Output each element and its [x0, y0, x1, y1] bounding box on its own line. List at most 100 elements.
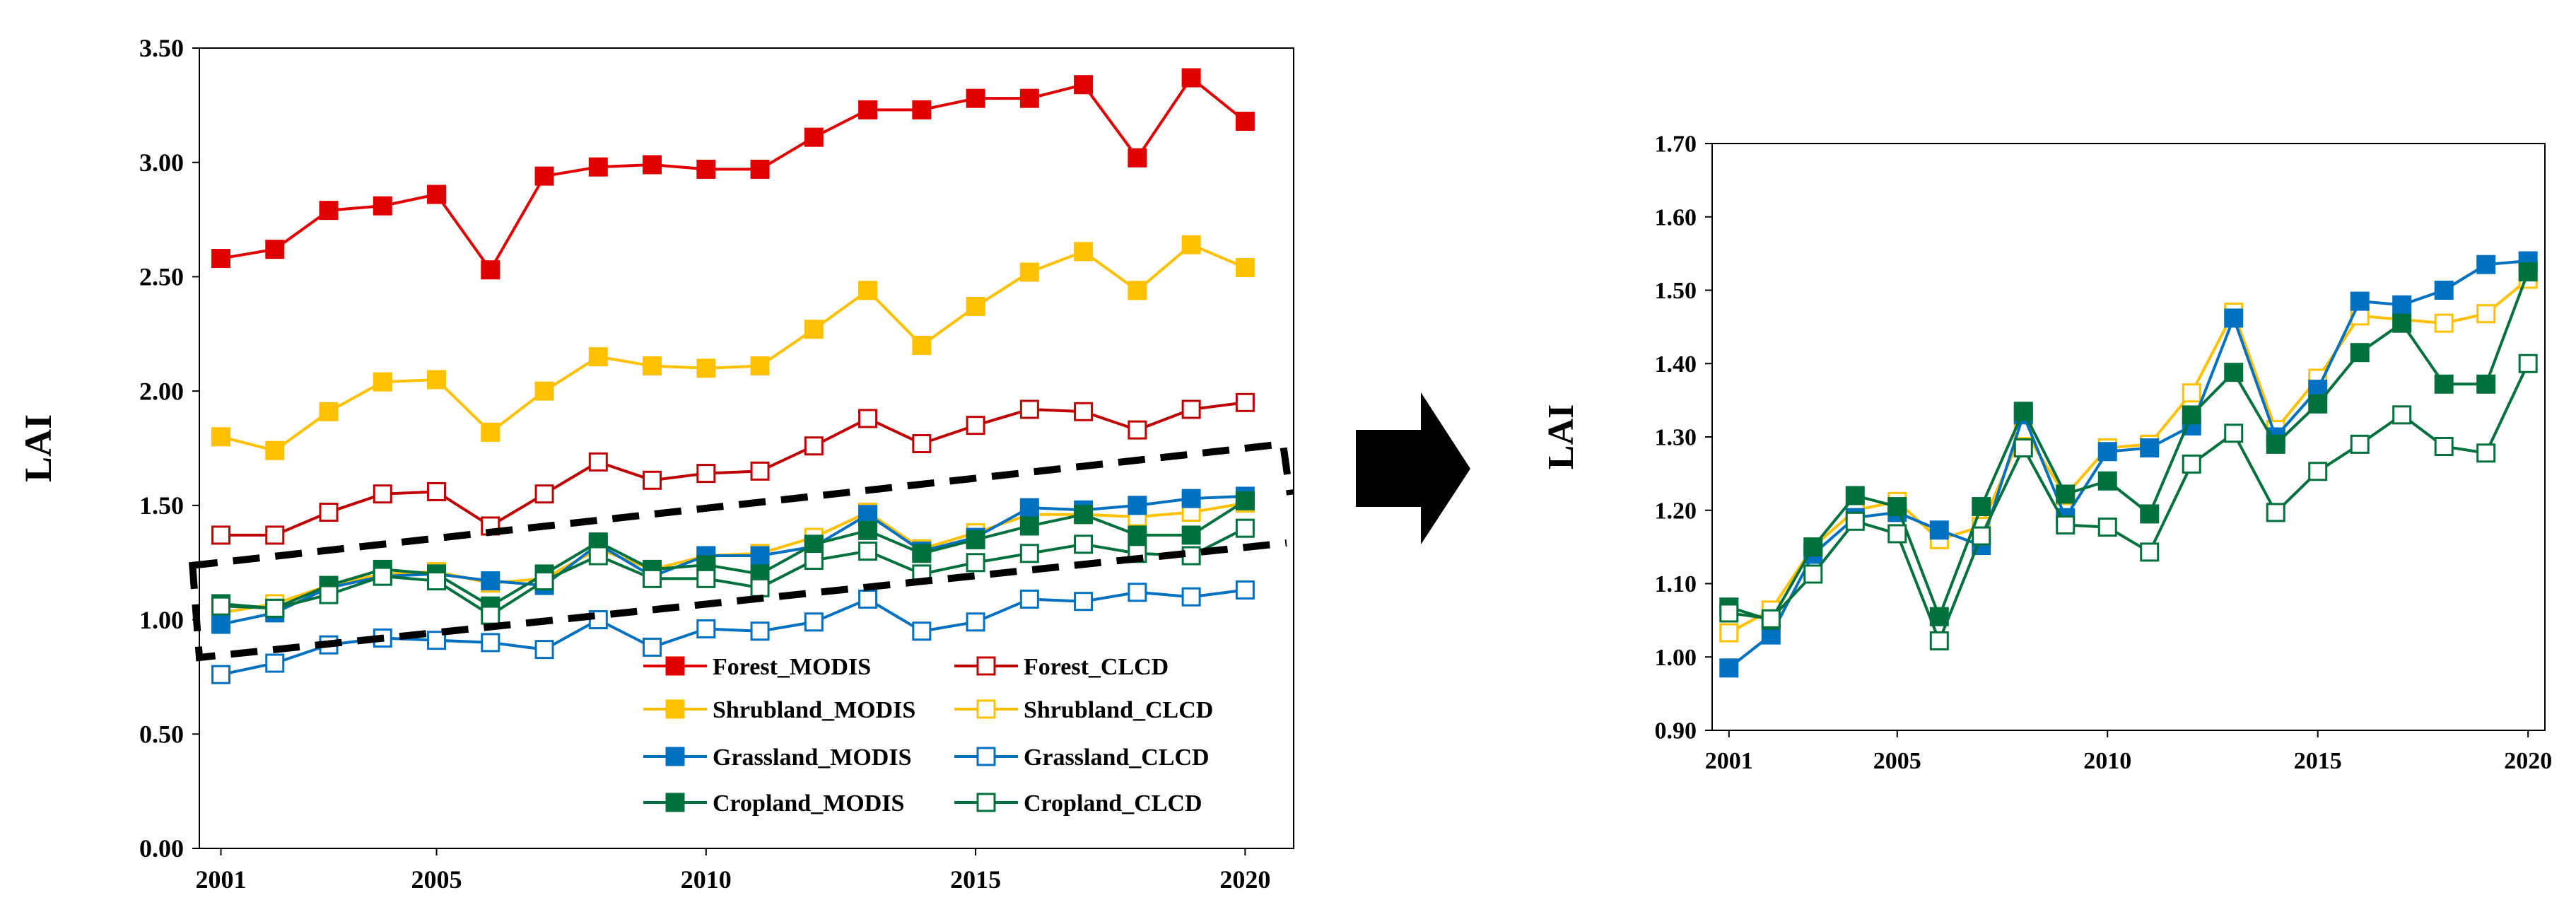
c1-cropland-modis-point — [1845, 486, 1865, 505]
c0-cropland-clcd-point — [588, 546, 608, 566]
c0-shrubland-modis-point — [966, 296, 985, 316]
c0-legend-shrubland-modis-marker — [665, 699, 685, 719]
c1-grassland-modis-point — [2392, 295, 2412, 315]
c0-forest-modis-point — [265, 240, 285, 259]
c0-shrubland-modis-point — [265, 440, 285, 460]
c0-x-tick-label: 2005 — [411, 865, 462, 894]
c1-y-tick-label: 1.00 — [1655, 645, 1697, 671]
c0-cropland-clcd-point — [265, 598, 285, 618]
c1-shrubland-clcd-point — [2434, 313, 2454, 333]
c0-forest-modis-point — [912, 100, 932, 119]
c1-cropland-modis-point — [2013, 402, 2033, 421]
c1-y-tick-label: 1.40 — [1655, 351, 1697, 378]
c0-grassland-clcd-point — [1235, 580, 1255, 600]
c1-grassland-modis-point — [2350, 291, 2370, 311]
c0-cropland-clcd-point — [643, 568, 662, 588]
c0-y-tick-label: 2.50 — [139, 263, 184, 291]
c0-forest-modis-point — [858, 100, 878, 119]
c0-legend-forest-modis-marker — [665, 656, 685, 676]
c0-grassland-modis-point — [750, 546, 770, 566]
c0-forest-clcd-point — [912, 434, 932, 454]
c0-forest-clcd-point — [804, 436, 824, 456]
c1-y-tick-label: 1.30 — [1655, 425, 1697, 451]
c0-forest-clcd-point — [211, 525, 231, 545]
c1-cropland-clcd-point — [1887, 524, 1907, 544]
c0-legend-grassland-modis-marker — [665, 747, 685, 766]
c0-cropland-modis-point — [1128, 525, 1147, 545]
c1-cropland-modis-point — [2350, 343, 2370, 363]
c1-y-tick-label: 1.60 — [1655, 204, 1697, 230]
c1-y-axis-label: LAI — [1541, 404, 1581, 469]
c0-grassland-clcd-point — [1128, 583, 1147, 602]
c0-y-tick-label: 0.50 — [139, 720, 184, 749]
c0-forest-clcd-point — [858, 409, 878, 428]
c0-cropland-modis-point — [858, 520, 878, 540]
c1-grassland-modis-point — [1929, 520, 1949, 540]
c0-grassland-clcd-point — [211, 665, 231, 684]
right-arrow-icon — [1356, 392, 1470, 544]
c0-cropland-clcd-point — [481, 605, 500, 625]
c1-cropland-modis-point — [2518, 262, 2538, 282]
c0-cropland-modis-point — [1074, 505, 1094, 525]
c0-forest-clcd-point — [373, 484, 392, 504]
c1-cropland-modis-point — [1887, 497, 1907, 517]
c0-forest-clcd-point — [265, 525, 285, 545]
c0-cropland-modis-point — [1181, 525, 1201, 545]
c1-cropland-modis-point — [2476, 374, 2496, 394]
c0-forest-clcd-point — [1235, 392, 1255, 412]
c0-forest-modis-point — [427, 185, 447, 204]
c0-legend-cropland-clcd-marker — [976, 793, 996, 812]
c0-cropland-clcd-point — [696, 568, 716, 588]
c0-forest-modis-point — [1019, 88, 1039, 108]
c0-grassland-clcd-point — [481, 633, 500, 653]
c0-y-axis-label: LAI — [17, 414, 59, 482]
c0-cropland-clcd-point — [804, 550, 824, 570]
c0-grassland-modis-point — [211, 614, 231, 634]
c0-forest-modis-point — [1128, 148, 1147, 168]
c1-grassland-modis-point — [2434, 281, 2454, 300]
c0-forest-modis-line — [221, 76, 1246, 271]
c1-cropland-clcd-point — [2097, 518, 2117, 537]
c0-forest-modis-point — [643, 155, 662, 175]
c0-cropland-clcd-point — [319, 585, 339, 604]
c0-grassland-clcd-point — [1074, 592, 1094, 612]
c0-forest-clcd-point — [1074, 402, 1094, 421]
c1-x-tick-label: 2010 — [2083, 748, 2131, 774]
c0-shrubland-modis-point — [696, 358, 716, 378]
c0-legend-shrubland-clcd-marker — [976, 699, 996, 719]
c0-cropland-clcd-point — [966, 553, 985, 573]
c1-grassland-modis-point — [2476, 255, 2496, 274]
c0-forest-clcd-point — [319, 503, 339, 522]
c1-grassland-modis-point — [2224, 308, 2244, 328]
c0-x-tick-label: 2010 — [681, 865, 732, 894]
c1-cropland-clcd-point — [1972, 526, 1991, 546]
c0-forest-modis-point — [966, 88, 985, 108]
c0-legend-shrubland-clcd-label: Shrubland_CLCD — [1024, 697, 1213, 723]
c1-cropland-modis-point — [2182, 405, 2201, 425]
c0-forest-clcd-point — [643, 470, 662, 490]
c1-cropland-clcd-point — [2476, 443, 2496, 463]
c0-grassland-clcd-point — [912, 621, 932, 641]
c0-cropland-clcd-point — [1235, 518, 1255, 538]
c0-forest-clcd-point — [534, 484, 554, 504]
c0-grassland-modis-point — [481, 571, 500, 591]
c0-forest-modis-point — [373, 196, 392, 216]
c1-shrubland-clcd-point — [2476, 304, 2496, 324]
c1-cropland-clcd-point — [2392, 405, 2412, 425]
c1-shrubland-clcd-point — [1719, 623, 1739, 643]
c0-forest-modis-point — [481, 260, 500, 280]
left-chart: 0.00 0.50 1.00 1.50 2.00 2.50 3.00 3.50 2001 2005… — [17, 34, 1294, 894]
c0-cropland-modis-point — [1019, 516, 1039, 536]
c0-cropland-clcd-point — [534, 571, 554, 591]
c0-forest-modis-point — [750, 159, 770, 179]
c1-y-tick-label: 1.50 — [1655, 278, 1697, 304]
c0-plot-frame — [199, 47, 1294, 849]
c0-cropland-clcd-point — [1074, 534, 1094, 554]
c0-grassland-clcd-point — [804, 612, 824, 632]
c0-forest-modis-point — [1074, 75, 1094, 95]
c0-legend-grassland-clcd-label: Grassland_CLCD — [1024, 744, 1210, 771]
c1-cropland-clcd-point — [2308, 462, 2328, 481]
c1-cropland-clcd-point — [2182, 454, 2201, 474]
c0-cropland-modis-point — [1235, 491, 1255, 510]
c0-y-tick-label: 1.00 — [139, 606, 184, 634]
